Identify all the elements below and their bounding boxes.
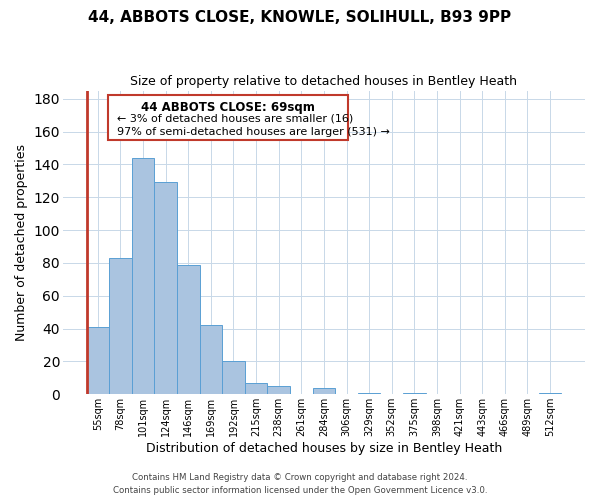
Bar — [268, 386, 290, 394]
Text: Contains HM Land Registry data © Crown copyright and database right 2024.
Contai: Contains HM Land Registry data © Crown c… — [113, 474, 487, 495]
Bar — [200, 326, 222, 394]
Title: Size of property relative to detached houses in Bentley Heath: Size of property relative to detached ho… — [130, 75, 517, 88]
Bar — [154, 182, 177, 394]
Bar — [132, 158, 154, 394]
Bar — [109, 258, 132, 394]
Text: 44 ABBOTS CLOSE: 69sqm: 44 ABBOTS CLOSE: 69sqm — [141, 101, 315, 114]
Bar — [177, 264, 200, 394]
Bar — [86, 327, 109, 394]
Bar — [245, 383, 268, 394]
Y-axis label: Number of detached properties: Number of detached properties — [15, 144, 28, 341]
FancyBboxPatch shape — [108, 96, 347, 140]
Bar — [358, 392, 380, 394]
X-axis label: Distribution of detached houses by size in Bentley Heath: Distribution of detached houses by size … — [146, 442, 502, 455]
Text: ← 3% of detached houses are smaller (16): ← 3% of detached houses are smaller (16) — [117, 114, 353, 124]
Bar — [403, 392, 425, 394]
Text: 97% of semi-detached houses are larger (531) →: 97% of semi-detached houses are larger (… — [117, 126, 390, 136]
Bar — [539, 392, 561, 394]
Bar — [222, 362, 245, 394]
Text: 44, ABBOTS CLOSE, KNOWLE, SOLIHULL, B93 9PP: 44, ABBOTS CLOSE, KNOWLE, SOLIHULL, B93 … — [88, 10, 512, 25]
Bar — [313, 388, 335, 394]
